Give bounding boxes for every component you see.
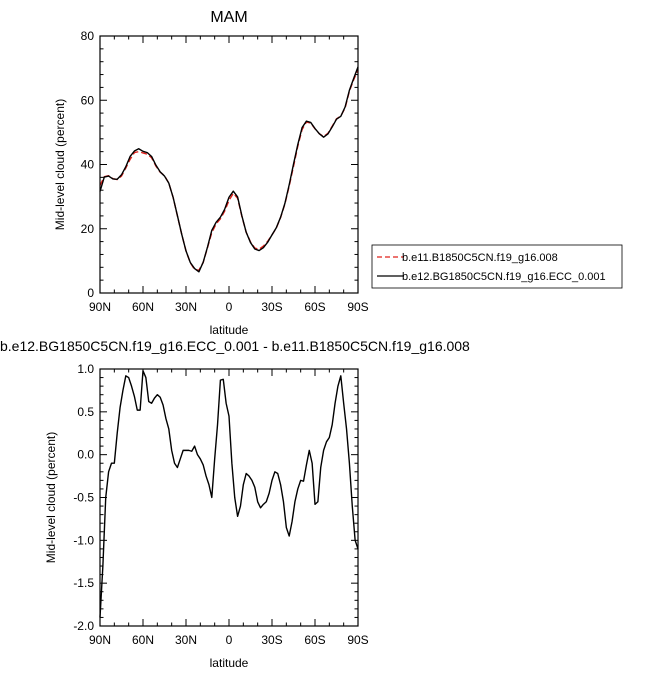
x-tick-label: 0 xyxy=(226,300,233,314)
plot-frame xyxy=(99,35,359,294)
y-tick-label: 0.0 xyxy=(77,448,94,462)
legend: b.e11.B1850C5CN.f19_g16.008 b.e12.BG1850… xyxy=(371,244,623,289)
y-tick-label: 0 xyxy=(87,286,94,300)
x-tick-label: 60S xyxy=(304,633,325,647)
y-tick-label: -0.5 xyxy=(73,491,94,505)
y-tick-label: -1.0 xyxy=(73,533,94,547)
data-series-group xyxy=(99,370,359,618)
x-tick-label: 30S xyxy=(261,633,282,647)
x-tick-label: 30N xyxy=(175,633,197,647)
y-axis-label: Mid-level cloud (percent) xyxy=(53,99,67,230)
y-tick-label: -1.5 xyxy=(73,576,94,590)
x-tick-label: 90S xyxy=(347,300,368,314)
x-tick-label: 60N xyxy=(132,300,154,314)
plot-frame xyxy=(99,368,359,627)
x-tick-label: 90N xyxy=(89,633,111,647)
y-tick-label: 40 xyxy=(81,158,95,172)
bottom-panel-difference: b.e12.BG1850C5CN.f19_g16.ECC_0.001 - b.e… xyxy=(0,338,470,670)
series-line-2 xyxy=(99,66,359,273)
x-tick-label: 0 xyxy=(226,633,233,647)
x-tick-label: 90S xyxy=(347,633,368,647)
y-tick-label: 80 xyxy=(81,29,95,43)
y-axis-label: Mid-level cloud (percent) xyxy=(44,432,58,563)
x-axis-label: latitude xyxy=(210,656,249,670)
x-axis-label: latitude xyxy=(210,323,249,337)
x-tick-label: 30S xyxy=(261,300,282,314)
data-series-group xyxy=(99,66,359,273)
y-tick-label: 60 xyxy=(81,93,95,107)
y-tick-label: -2.0 xyxy=(73,619,94,633)
x-tick-label: 30N xyxy=(175,300,197,314)
y-tick-label: 20 xyxy=(81,222,95,236)
y-tick-label: 0.5 xyxy=(77,405,94,419)
y-tick-label: 1.0 xyxy=(77,362,94,376)
chart-title: b.e12.BG1850C5CN.f19_g16.ECC_0.001 - b.e… xyxy=(0,338,470,354)
top-panel-mam: MAM 90N 60N 30N 0 30S 60S 90S 0 20 40 60 80 latitud… xyxy=(53,9,623,337)
legend-frame xyxy=(371,244,623,289)
chart-title: MAM xyxy=(210,9,247,26)
legend-label-series-1: b.e11.B1850C5CN.f19_g16.008 xyxy=(402,252,558,264)
x-tick-label: 60N xyxy=(132,633,154,647)
series-line-1 xyxy=(99,370,359,618)
legend-label-series-2: b.e12.BG1850C5CN.f19_g16.ECC_0.001 xyxy=(402,271,606,283)
x-tick-label: 60S xyxy=(304,300,325,314)
series-line-1 xyxy=(99,69,359,271)
x-tick-label: 90N xyxy=(89,300,111,314)
